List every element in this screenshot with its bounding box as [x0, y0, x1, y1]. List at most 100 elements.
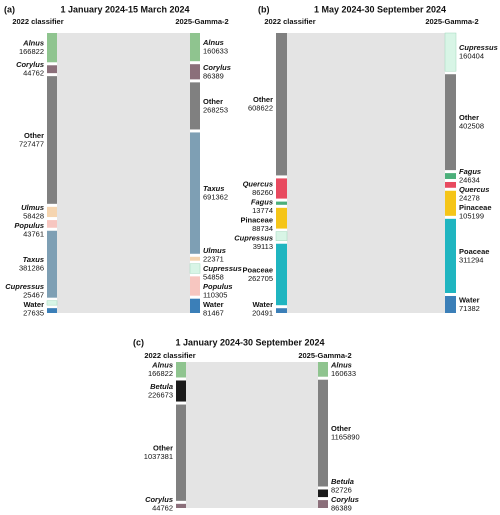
node-name: Alnus: [22, 39, 44, 48]
flow-area: [57, 33, 190, 313]
node-bar: [190, 276, 200, 296]
node-name: Water: [203, 300, 224, 309]
node-name: Corylus: [145, 495, 173, 504]
node-name: Cupressus: [203, 264, 242, 273]
node-bar: [176, 362, 186, 378]
chart-title: 1 January 2024-15 March 2024: [60, 4, 189, 14]
node-value: 71382: [459, 304, 480, 313]
column-header: 2022 classifier: [144, 351, 195, 360]
node-name: Corylus: [203, 63, 231, 72]
node-bar: [276, 178, 287, 199]
node-value: 1037381: [144, 452, 173, 461]
node-bar: [318, 379, 328, 487]
node-value: 311294: [459, 255, 483, 264]
node-name: Water: [23, 300, 44, 309]
node-name: Corylus: [16, 60, 44, 69]
node-bar: [276, 33, 287, 176]
node-name: Ulmus: [21, 203, 44, 212]
column-header: 2025-Gamma-2: [175, 17, 228, 26]
node-name: Other: [153, 444, 173, 453]
node-name: Corylus: [331, 495, 359, 504]
node-value: 86260: [252, 188, 273, 197]
node-name: Quercus: [243, 179, 273, 188]
node-value: 24278: [459, 194, 480, 203]
node-bar: [276, 308, 287, 313]
node-value: 81467: [203, 308, 224, 317]
node-bar: [445, 190, 456, 216]
node-value: 86389: [331, 503, 352, 512]
node-name: Cupressus: [459, 43, 498, 52]
node-name: Pinaceae: [240, 215, 273, 224]
node-bar: [47, 230, 57, 298]
node-bar: [445, 218, 456, 293]
node-value: 82726: [331, 485, 352, 494]
node-name: Pinaceae: [459, 203, 492, 212]
flow-area: [287, 33, 445, 313]
node-name: Other: [24, 131, 44, 140]
node-bar: [190, 33, 200, 62]
node-name: Alnus: [151, 361, 173, 370]
node-value: 105199: [459, 212, 484, 221]
node-name: Betula: [150, 382, 173, 391]
node-value: 86389: [203, 71, 224, 80]
node-value: 268253: [203, 105, 228, 114]
node-bar: [445, 295, 456, 313]
node-value: 44762: [23, 69, 44, 78]
panel-label: (c): [133, 337, 144, 347]
node-value: 1165890: [331, 433, 360, 442]
column-header: 2025-Gamma-2: [298, 351, 351, 360]
node-bar: [276, 207, 287, 229]
node-bar: [190, 298, 200, 313]
chart-title: 1 May 2024-30 September 2024: [314, 4, 446, 14]
node-value: 13774: [252, 206, 273, 215]
panel-label: (b): [258, 4, 270, 14]
node-value: 110305: [203, 290, 227, 299]
node-bar: [47, 65, 57, 74]
node-value: 43761: [23, 229, 44, 238]
node-value: 402508: [459, 122, 484, 131]
node-bar: [176, 503, 186, 508]
node-value: 44762: [152, 503, 173, 512]
node-value: 166822: [19, 47, 44, 56]
node-name: Alnus: [330, 360, 352, 369]
node-value: 608622: [248, 104, 273, 113]
node-bar: [190, 132, 200, 254]
node-value: 58428: [23, 211, 44, 220]
node-name: Other: [253, 95, 273, 104]
node-name: Populus: [14, 221, 44, 230]
node-value: 22371: [203, 254, 224, 263]
node-value: 25467: [23, 290, 44, 299]
node-bar: [47, 220, 57, 228]
node-name: Poaceae: [459, 247, 489, 256]
node-name: Cupressus: [234, 233, 273, 242]
node-bar: [47, 33, 57, 63]
node-bar: [176, 404, 186, 501]
node-name: Taxus: [203, 184, 224, 193]
node-value: 727477: [19, 139, 44, 148]
node-bar: [318, 500, 328, 508]
node-value: 54858: [203, 272, 224, 281]
chart-title: 1 January 2024-30 September 2024: [175, 337, 324, 347]
node-bar: [190, 256, 200, 261]
node-bar: [445, 173, 456, 179]
node-name: Other: [459, 113, 479, 122]
node-name: Betula: [331, 477, 354, 486]
node-value: 166822: [148, 369, 173, 378]
node-bar: [190, 82, 200, 130]
node-name: Other: [331, 424, 351, 433]
node-bar: [47, 76, 57, 204]
node-name: Other: [203, 97, 223, 106]
node-bar: [318, 362, 328, 377]
node-name: Fagus: [251, 197, 273, 206]
node-value: 381286: [19, 264, 44, 273]
node-bar: [190, 64, 200, 80]
node-name: Quercus: [459, 185, 489, 194]
node-bar: [445, 74, 456, 171]
node-bar: [445, 181, 456, 188]
node-value: 262705: [248, 274, 273, 283]
node-name: Water: [459, 295, 480, 304]
node-bar: [189, 263, 201, 274]
node-name: Cupressus: [5, 282, 44, 291]
node-bar: [318, 489, 328, 498]
